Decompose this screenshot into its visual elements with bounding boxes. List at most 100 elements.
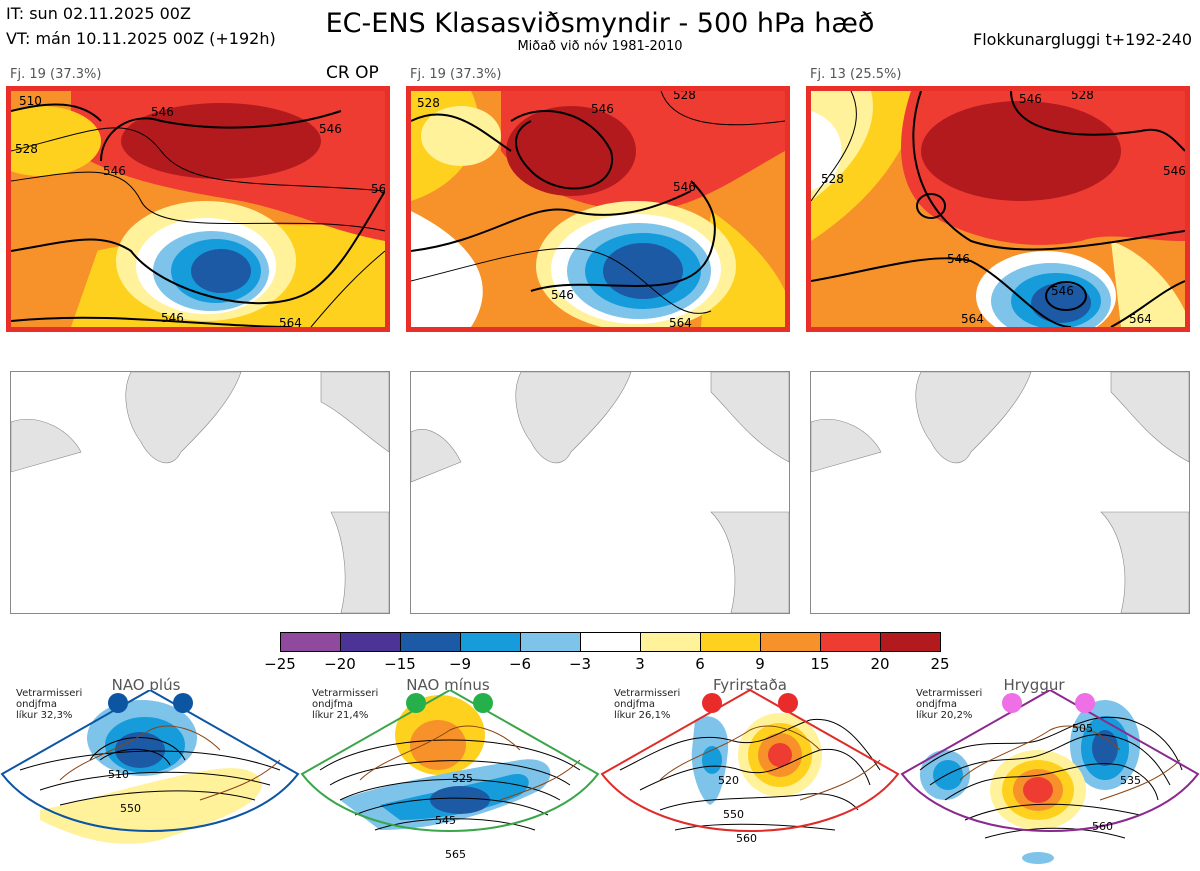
- regime-1-info: Vetrarmisseri ondjfma líkur 32,3%: [16, 688, 82, 721]
- contour-label: 565: [445, 848, 466, 861]
- regime-4-frame: [900, 690, 1200, 832]
- contour-label: 564: [669, 316, 692, 327]
- regime-info-line: Vetrarmisseri: [16, 688, 83, 699]
- colorbar-tick: 20: [870, 655, 890, 673]
- colorbar-tick: −9: [448, 655, 472, 673]
- contour-label: 546: [1163, 164, 1185, 178]
- contour-label: 560: [1092, 820, 1113, 833]
- regime-3-title: Fyrirstaða: [713, 676, 787, 694]
- regime-3-marker: [702, 693, 722, 713]
- contour-label: 564: [961, 312, 984, 326]
- regime-2-frame: [300, 690, 600, 832]
- colorbar-tick: −20: [324, 655, 356, 673]
- regime-info-line: ondjfma: [312, 699, 353, 710]
- regime-info-line: ondjfma: [16, 699, 57, 710]
- contour-label: 560: [736, 832, 757, 845]
- colorbar-swatch: [280, 632, 341, 652]
- panel-3-label: Fj. 13 (25.5%): [810, 67, 902, 82]
- colorbar-tick: 6: [695, 655, 705, 673]
- cluster-map-1-svg: 510 528 546 546 546 564 546 564: [11, 91, 385, 327]
- contour-label: 528: [821, 172, 844, 186]
- contour-label: 510: [108, 768, 129, 781]
- empty-map-2: [410, 371, 790, 614]
- contour-label: 528: [15, 142, 38, 156]
- cluster-map-2[interactable]: 528 528 546 546 546 564: [406, 86, 790, 332]
- regime-info-line: líkur 32,3%: [16, 710, 73, 721]
- colorbar-swatch: [760, 632, 821, 652]
- colorbar-tick: −6: [508, 655, 532, 673]
- regime-info-line: líkur 21,4%: [312, 710, 369, 721]
- regime-info-line: Vetrarmisseri: [312, 688, 379, 699]
- panel-2-label: Fj. 19 (37.3%): [410, 67, 502, 82]
- regime-info-line: Vetrarmisseri: [614, 688, 681, 699]
- regime-1-marker: [108, 693, 128, 713]
- regime-info-line: líkur 20,2%: [916, 710, 973, 721]
- colorbar-tick: 3: [635, 655, 645, 673]
- cluster-map-2-svg: 528 528 546 546 546 564: [411, 91, 785, 327]
- colorbar-swatch: [520, 632, 581, 652]
- page-subtitle: Miðað við nóv 1981-2010: [517, 39, 683, 54]
- valid-time: VT: mán 10.11.2025 00Z (+192h): [6, 29, 276, 48]
- colorbar-swatch: [340, 632, 401, 652]
- regime-3-marker: [778, 693, 798, 713]
- regime-4-info: Vetrarmisseri ondjfma líkur 20,2%: [916, 688, 982, 721]
- colorbar-tick: −3: [568, 655, 592, 673]
- contour-label: 550: [120, 802, 141, 815]
- regime-4-map[interactable]: 505 535 560: [900, 690, 1200, 871]
- initial-time: IT: sun 02.11.2025 00Z: [6, 4, 191, 23]
- colorbar-tick: −15: [384, 655, 416, 673]
- contour-label: 535: [1120, 774, 1141, 787]
- contour-label: 546: [319, 122, 342, 136]
- contour-label: 546: [151, 105, 174, 119]
- regime-1-frame: [0, 690, 300, 832]
- cluster-map-3-svg: 528 546 528 546 546 546 564 564: [811, 91, 1185, 327]
- cluster-map-1[interactable]: 510 528 546 546 546 564 546 564: [6, 86, 390, 332]
- contour-label: 545: [435, 814, 456, 827]
- contour-label: 564: [279, 316, 302, 327]
- contour-label: 510: [19, 94, 42, 108]
- contour-label: 505: [1072, 722, 1093, 735]
- colorbar-swatch: [460, 632, 521, 652]
- regime-2-map[interactable]: 525 545 565: [300, 690, 600, 871]
- regime-3-frame: [600, 690, 900, 832]
- regime-info-line: ondjfma: [916, 699, 957, 710]
- contour-label: 546: [551, 288, 574, 302]
- regime-2-info: Vetrarmisseri ondjfma líkur 21,4%: [312, 688, 378, 721]
- empty-map-1-svg: [11, 372, 389, 613]
- colorbar-swatch: [580, 632, 641, 652]
- regime-3-info: Vetrarmisseri ondjfma líkur 26,1%: [614, 688, 680, 721]
- contour-label: 520: [718, 774, 739, 787]
- regime-3-map[interactable]: 520 550 560: [600, 690, 900, 871]
- contour-label: 528: [1071, 91, 1094, 102]
- anomaly-colorbar: [280, 632, 941, 652]
- contour-label: 546: [673, 180, 696, 194]
- contour-label: 546: [1051, 284, 1074, 298]
- regime-2-marker: [473, 693, 493, 713]
- page-title: EC-ENS Klasasviðsmyndir - 500 hPa hæð: [325, 8, 875, 39]
- contour-label: 546: [1019, 92, 1042, 106]
- regime-1-title: NAO plús: [111, 676, 181, 694]
- panel-1-label: Fj. 19 (37.3%): [10, 67, 102, 82]
- cluster-map-3[interactable]: 528 546 528 546 546 546 564 564: [806, 86, 1190, 332]
- empty-map-2-svg: [411, 372, 789, 613]
- contour-label: 564: [1129, 312, 1152, 326]
- regime-4-marker: [1075, 693, 1095, 713]
- regime-info-line: Vetrarmisseri: [916, 688, 983, 699]
- colorbar-swatch: [640, 632, 701, 652]
- empty-map-3: [810, 371, 1190, 614]
- colorbar-tick: 15: [810, 655, 830, 673]
- contour-label: 546: [103, 164, 126, 178]
- regime-1-map[interactable]: 510 550: [0, 690, 300, 871]
- contour-label: 546: [947, 252, 970, 266]
- regime-info-line: ondjfma: [614, 699, 655, 710]
- colorbar-swatch: [820, 632, 881, 652]
- contour-label: 550: [723, 808, 744, 821]
- contour-label: 528: [417, 96, 440, 110]
- contour-label: 546: [161, 311, 184, 325]
- colorbar-swatch: [700, 632, 761, 652]
- contour-label: 546: [591, 102, 614, 116]
- panel-1-tag: CR OP: [326, 63, 379, 83]
- colorbar-swatch: [400, 632, 461, 652]
- regime-4-marker: [1002, 693, 1022, 713]
- colorbar-tick: 25: [930, 655, 950, 673]
